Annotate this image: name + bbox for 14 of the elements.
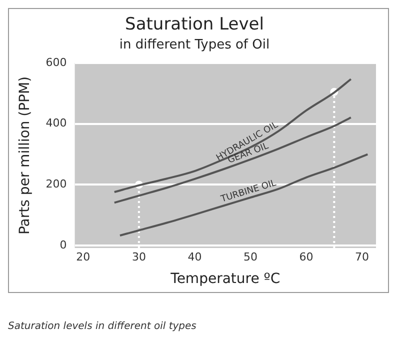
x-tick-label: 70 (355, 250, 370, 264)
y-tick-label: 200 (46, 178, 67, 191)
line-series (113, 116, 352, 204)
x-tick-label: 50 (244, 250, 258, 264)
x-tick-label: 60 (299, 250, 314, 264)
y-tick-label: 600 (46, 56, 67, 69)
text: Saturation levels in different oil types (8, 321, 198, 332)
x-tick-label: 20 (76, 250, 90, 264)
y-tick-label: 400 (46, 116, 67, 130)
y-axis-title: Parts per million (PPM) (17, 76, 34, 235)
chart-title: Saturation Level (125, 14, 264, 35)
x-tick-label: 40 (188, 250, 202, 264)
x-tick-label: 30 (132, 250, 146, 264)
y-tick-label: 0 (60, 238, 67, 252)
